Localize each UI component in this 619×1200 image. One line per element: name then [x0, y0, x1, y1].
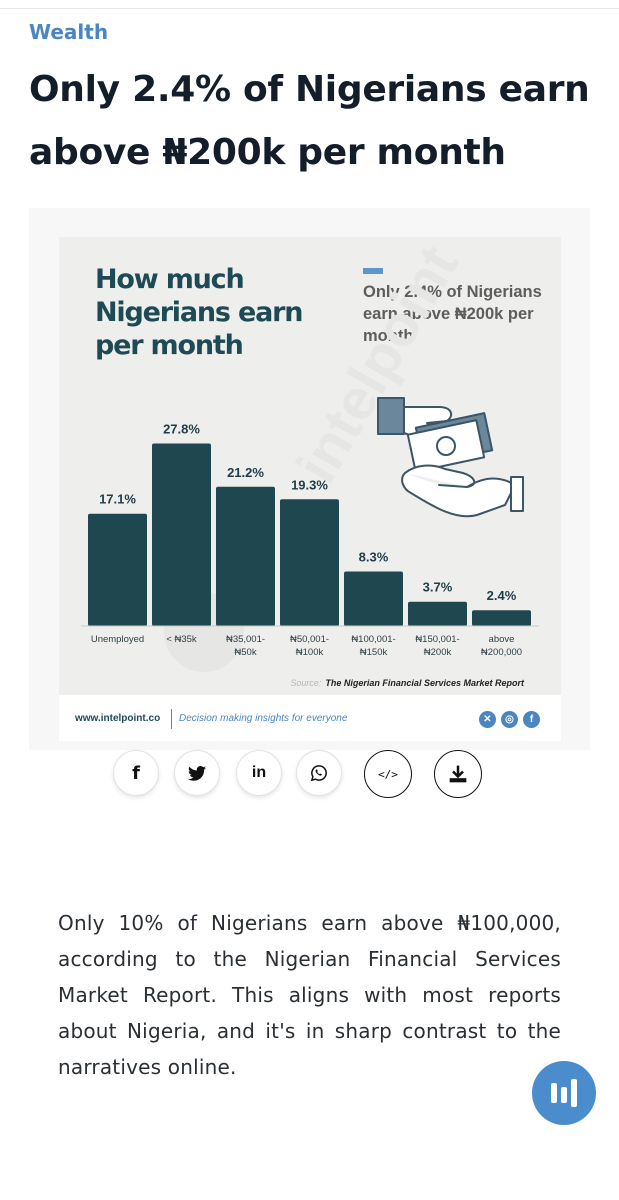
bar-value-label-5: 3.7% — [423, 580, 453, 595]
bar-value-label-2: 21.2% — [227, 465, 264, 480]
callout-marker — [363, 268, 383, 274]
category-label-3-1: ₦100k — [296, 647, 324, 658]
top-divider — [0, 8, 619, 9]
bar-4 — [344, 571, 403, 626]
facebook-icon: f — [132, 762, 140, 784]
sleeve-cuff — [377, 397, 405, 435]
category-label-5-1: ₦200k — [424, 647, 452, 658]
bar-5 — [408, 601, 467, 626]
category-label-1-0: < ₦35k — [166, 634, 197, 645]
source-label: Source: — [290, 678, 322, 688]
embed-button[interactable]: </> — [364, 750, 412, 798]
source-note: Source: The Nigerian Financial Services M… — [290, 678, 524, 688]
infographic: How much Nigerians earn per month Only 2… — [59, 237, 561, 741]
category-label-2-1: ₦50k — [234, 647, 256, 658]
download-icon — [449, 765, 467, 783]
x-social-icon: ✕ — [479, 711, 496, 728]
bar-value-label-3: 19.3% — [291, 477, 328, 492]
linkedin-icon: in — [251, 764, 267, 781]
share-whatsapp-button[interactable] — [296, 750, 342, 796]
category-label-6-0: above — [489, 634, 515, 645]
facebook-social-icon: f — [523, 711, 540, 728]
chart-title: How much Nigerians earn per month — [95, 264, 303, 361]
banknote-front — [406, 419, 486, 473]
receiving-sleeve — [510, 476, 524, 512]
bar-0 — [88, 513, 147, 626]
bar-value-label-1: 27.8% — [163, 421, 200, 436]
instagram-social-icon: ◎ — [501, 711, 518, 728]
embed-icon: </> — [378, 767, 398, 781]
category-label-6-1: ₦200,000 — [481, 647, 522, 658]
bar-value-label-6: 2.4% — [487, 588, 517, 603]
money-hand-illustration — [377, 397, 524, 518]
category-label-3-0: ₦50,001- — [290, 634, 329, 645]
whatsapp-icon — [310, 765, 327, 782]
share-facebook-button[interactable]: f — [113, 750, 159, 796]
bars-group: 17.1% Unemployed 27.8% < ₦35k 21.2% ₦35,001- ₦… — [88, 421, 531, 658]
article-body: Only 10% of Nigerians earn above ₦100,00… — [58, 911, 561, 1079]
category-link[interactable]: Wealth — [29, 20, 109, 44]
footer-tagline: Decision making insights for everyone — [179, 713, 348, 724]
bar-3 — [280, 499, 339, 626]
banknote-coin-mark — [436, 436, 456, 456]
callout-text: Only 2.4% of Nigerians earn above ₦200k … — [363, 283, 542, 345]
download-button[interactable] — [434, 750, 482, 798]
category-label-4-0: ₦100,001- — [351, 634, 395, 645]
article-headline: Only 2.4% of Nigerians earn above ₦200k … — [29, 69, 590, 173]
receiving-hand — [401, 464, 516, 518]
bar-value-label-0: 17.1% — [99, 492, 136, 507]
bar-value-label-4: 8.3% — [359, 549, 389, 564]
footer-divider — [171, 709, 172, 729]
share-linkedin-button[interactable]: in — [236, 750, 282, 796]
bar-2 — [216, 486, 275, 626]
audio-bars-icon — [551, 1079, 577, 1107]
category-label-4-1: ₦150k — [360, 647, 388, 658]
category-label-2-0: ₦35,001- — [226, 634, 265, 645]
infographic-footer: www.intelpoint.co Decision making insigh… — [59, 701, 561, 741]
category-label-5-0: ₦150,001- — [415, 634, 459, 645]
category-label-0-0: Unemployed — [91, 634, 144, 645]
footer-url[interactable]: www.intelpoint.co — [75, 713, 161, 724]
bar-6 — [472, 610, 531, 626]
share-twitter-button[interactable] — [174, 750, 220, 796]
twitter-icon — [188, 765, 206, 781]
floating-action-button[interactable] — [532, 1061, 596, 1125]
source-text: The Nigerian Financial Services Market R… — [325, 678, 524, 688]
bar-1 — [152, 443, 211, 626]
